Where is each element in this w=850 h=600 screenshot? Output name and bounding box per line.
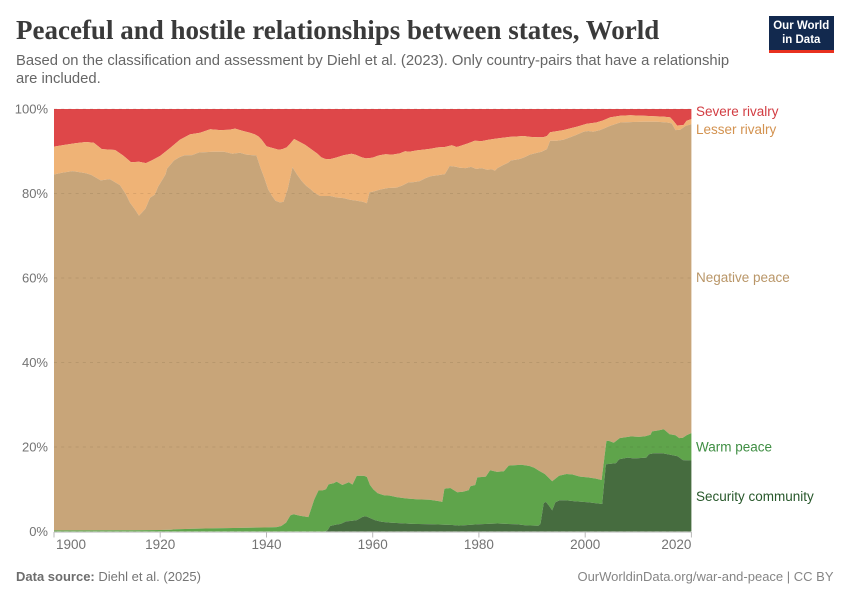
svg-text:1900: 1900	[56, 537, 86, 552]
svg-text:Lesser rivalry: Lesser rivalry	[696, 122, 777, 137]
svg-text:2020: 2020	[661, 537, 691, 552]
svg-text:60%: 60%	[22, 271, 48, 286]
svg-text:100%: 100%	[15, 102, 49, 117]
svg-text:1980: 1980	[464, 537, 494, 552]
svg-text:0%: 0%	[29, 524, 48, 539]
svg-text:20%: 20%	[22, 440, 48, 455]
svg-text:40%: 40%	[22, 355, 48, 370]
svg-text:80%: 80%	[22, 186, 48, 201]
svg-text:Warm peace: Warm peace	[696, 440, 772, 455]
svg-text:Security community: Security community	[696, 489, 814, 504]
svg-text:Negative peace: Negative peace	[696, 270, 790, 285]
svg-text:1960: 1960	[358, 537, 388, 552]
svg-text:Severe rivalry: Severe rivalry	[696, 104, 779, 119]
svg-text:2000: 2000	[570, 537, 600, 552]
svg-text:1940: 1940	[251, 537, 281, 552]
svg-text:1920: 1920	[145, 537, 175, 552]
